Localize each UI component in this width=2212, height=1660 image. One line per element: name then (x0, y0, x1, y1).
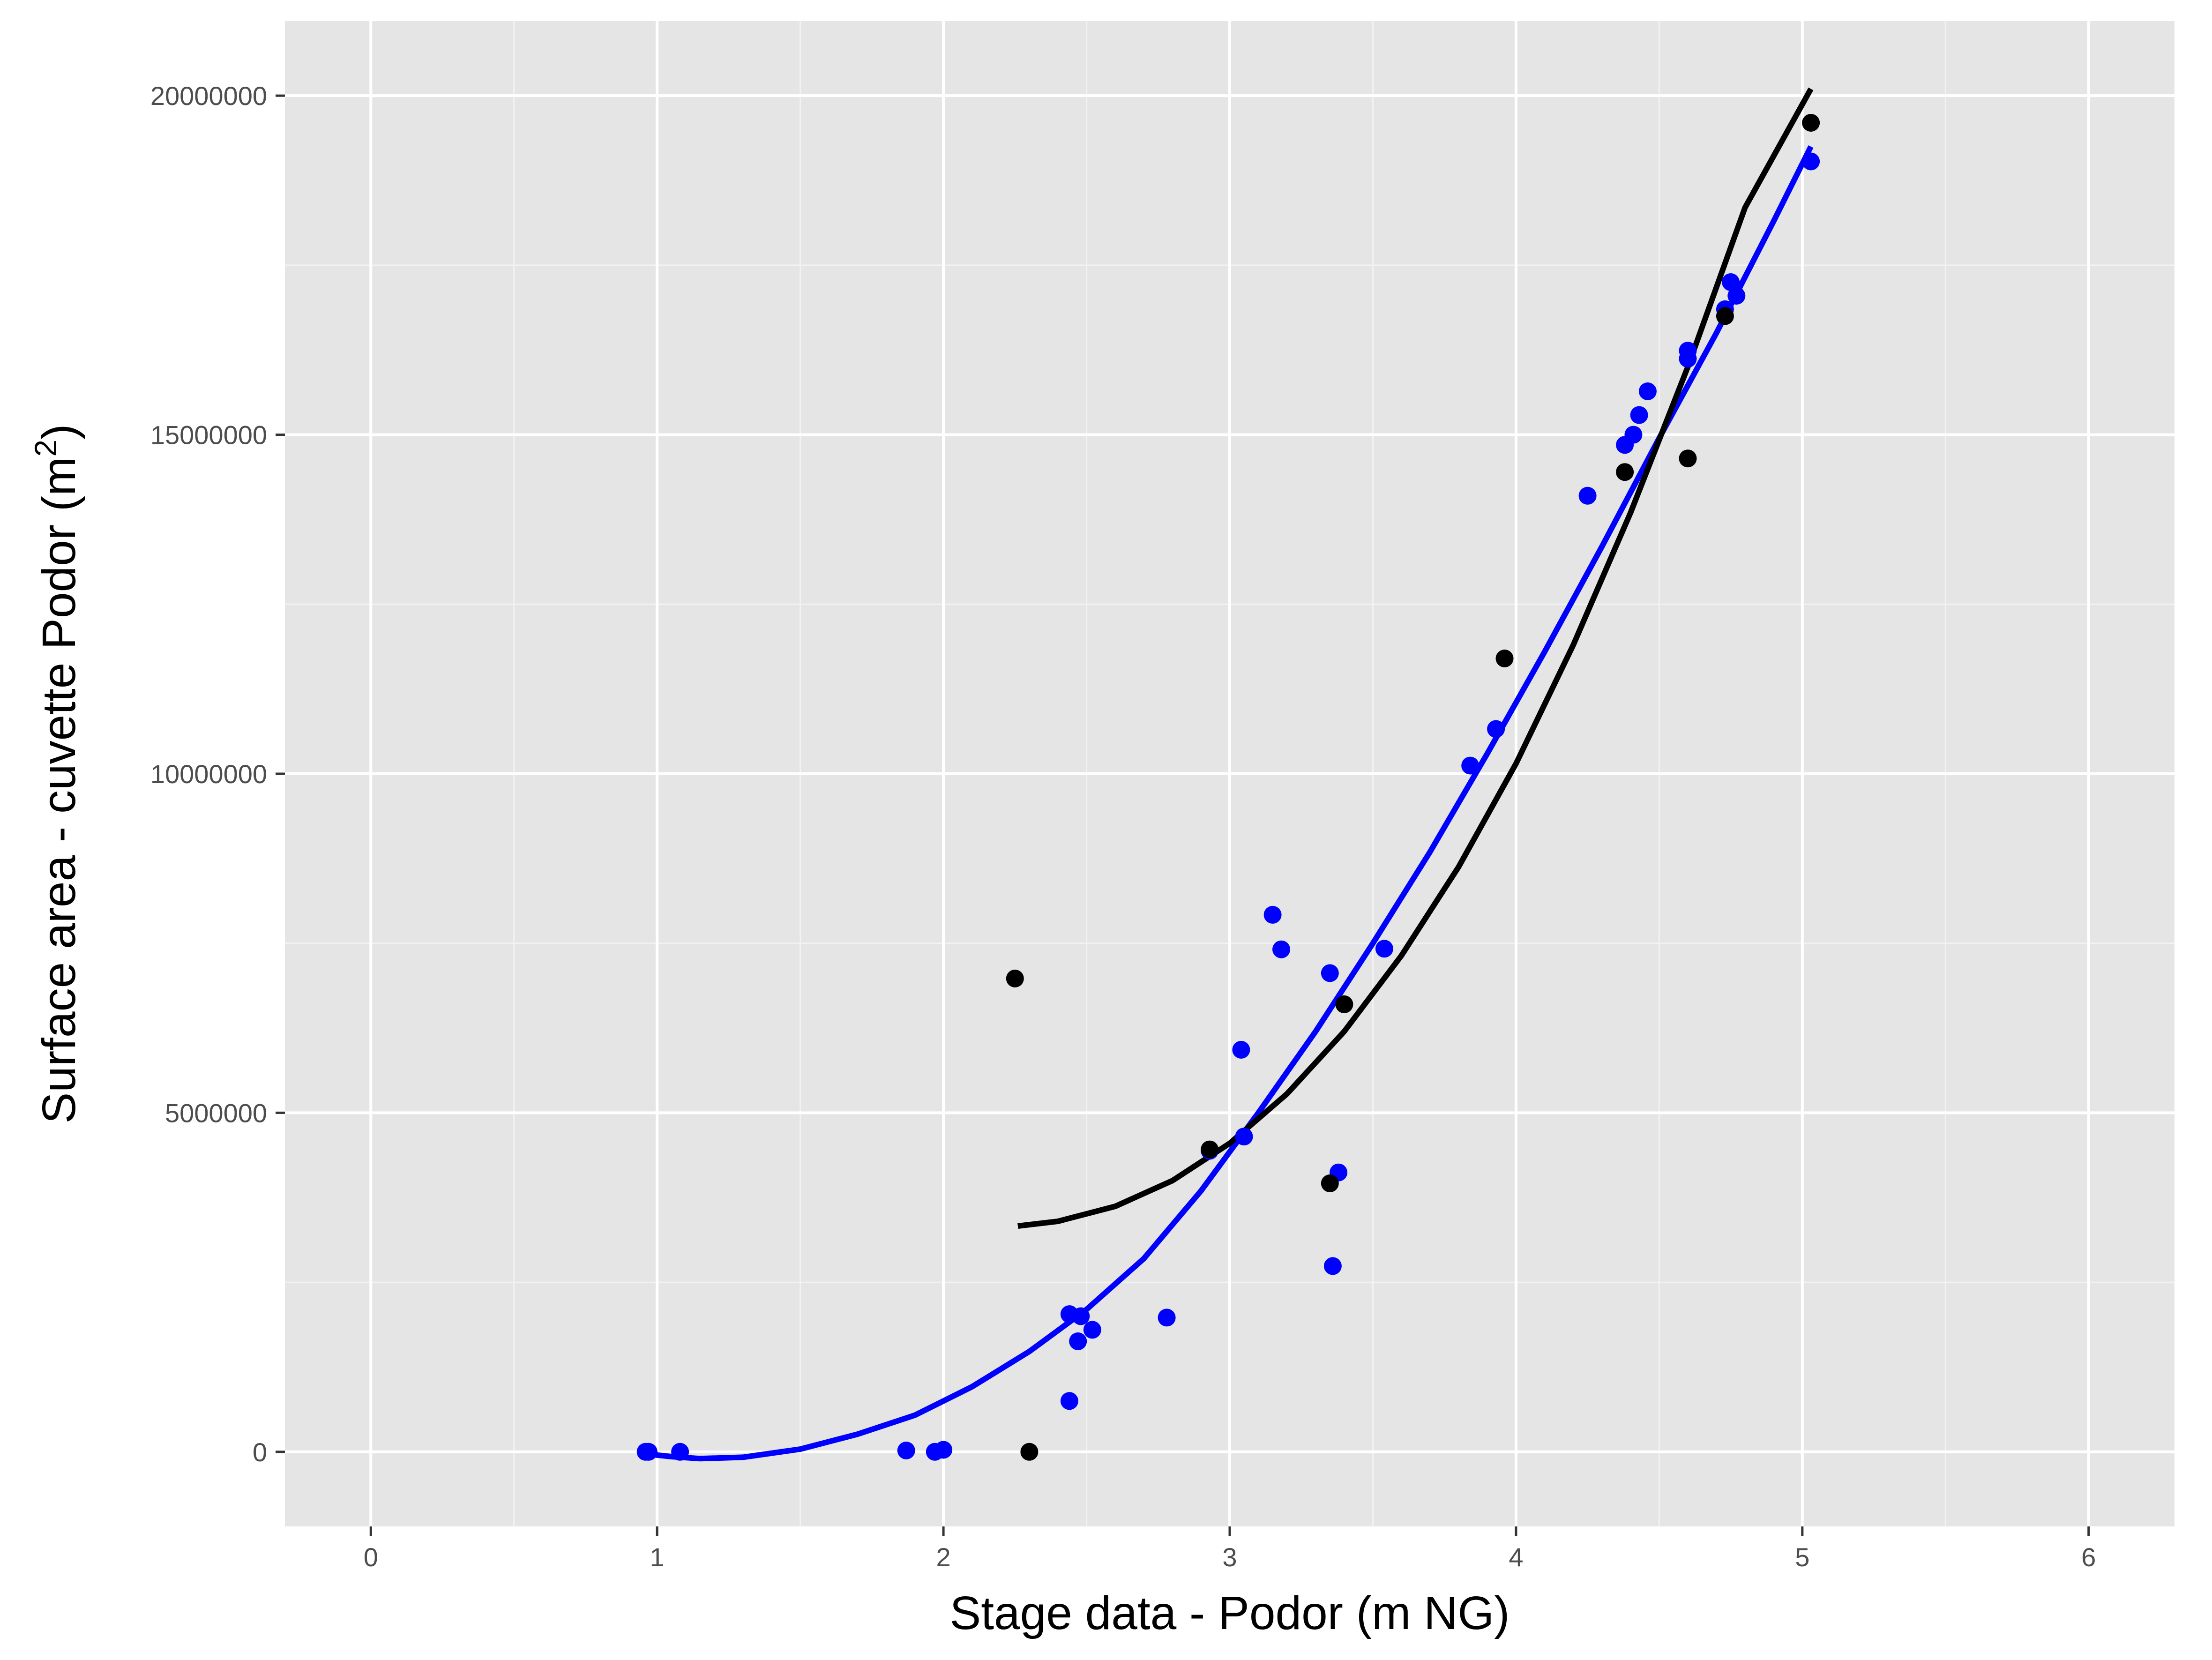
data-point-series-1 (1069, 1332, 1087, 1350)
data-point-series-1 (934, 1441, 953, 1459)
data-point-series-1 (639, 1443, 658, 1461)
data-point-series-1 (1072, 1307, 1090, 1325)
data-point-series-1 (1461, 756, 1480, 775)
data-point-series-1 (1630, 406, 1648, 424)
data-point-series-2 (1679, 449, 1697, 468)
data-point-series-1 (1624, 426, 1643, 444)
x-axis-title: Stage data - Podor (m NG) (950, 1587, 1510, 1639)
data-point-series-1 (1272, 940, 1290, 958)
data-point-series-2 (1201, 1140, 1219, 1159)
x-tick-label: 5 (1795, 1542, 1809, 1572)
data-point-series-1 (1375, 940, 1393, 958)
y-axis: 0 5000000 10000000 15000000 20000000 (150, 81, 285, 1467)
data-point-series-2 (1495, 650, 1514, 667)
x-axis: 0 1 2 3 4 5 6 (364, 1526, 2096, 1572)
y-axis-title-sup: 2 (28, 440, 63, 457)
x-tick-label: 4 (1509, 1542, 1523, 1572)
y-tick-label: 10000000 (150, 759, 267, 789)
data-point-series-1 (1060, 1392, 1078, 1410)
fit-lines (645, 87, 1814, 1462)
data-point-series-1 (1083, 1321, 1101, 1339)
y-tick-label: 15000000 (150, 420, 267, 450)
data-point-series-1 (1679, 342, 1697, 360)
data-points (636, 114, 1820, 1461)
data-point-series-1 (1235, 1128, 1253, 1146)
data-point-series-1 (1722, 273, 1740, 291)
y-tick-label: 20000000 (150, 81, 267, 111)
y-tick-label: 5000000 (165, 1098, 267, 1128)
y-axis-title: Surface area - cuvette Podor (m2) (28, 424, 85, 1124)
data-point-series-2 (1321, 1174, 1339, 1192)
y-axis-title-close: ) (33, 424, 85, 440)
data-point-series-2 (1006, 969, 1024, 987)
data-point-series-2 (1335, 995, 1353, 1013)
data-point-series-1 (1323, 1257, 1342, 1275)
x-tick-label: 0 (364, 1542, 378, 1572)
data-point-series-1 (897, 1442, 915, 1459)
data-point-series-2 (1020, 1443, 1039, 1461)
data-point-series-2 (1716, 307, 1734, 325)
data-point-series-1 (671, 1443, 689, 1461)
data-point-series-1 (1232, 1040, 1250, 1059)
data-point-series-1 (1802, 152, 1820, 171)
x-tick-label: 1 (650, 1542, 665, 1572)
data-point-series-1 (1487, 720, 1505, 738)
data-point-series-1 (1578, 486, 1597, 505)
x-tick-label: 2 (936, 1542, 951, 1572)
data-point-series-1 (1727, 287, 1746, 305)
data-point-series-1 (1158, 1309, 1176, 1327)
data-point-series-2 (1616, 463, 1634, 481)
fit-line-series-1 (645, 145, 1814, 1462)
data-point-series-1 (1263, 905, 1282, 924)
y-tick-label: 0 (253, 1437, 267, 1467)
data-point-series-1 (1638, 382, 1657, 400)
data-point-series-1 (1321, 964, 1339, 982)
fit-line-series-2 (1017, 87, 1814, 1229)
x-tick-label: 6 (2081, 1542, 2096, 1572)
x-tick-label: 3 (1222, 1542, 1237, 1572)
data-point-series-2 (1802, 114, 1820, 132)
y-axis-title-main: Surface area - cuvette Podor (m (33, 457, 85, 1124)
major-gridlines (285, 21, 2175, 1526)
